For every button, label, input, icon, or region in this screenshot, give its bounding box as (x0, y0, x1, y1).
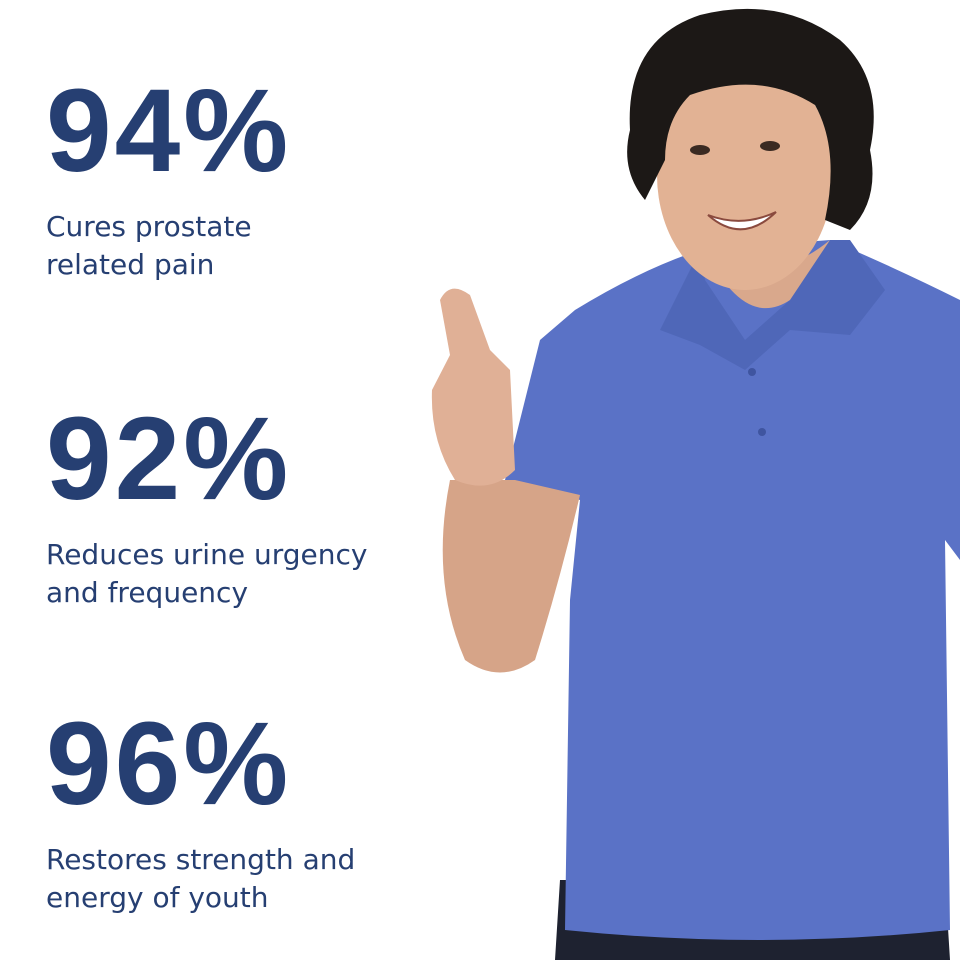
stat-block-96: 96% Restores strength and energy of yout… (46, 705, 355, 917)
shirt (505, 240, 960, 940)
stat-description: Restores strength and energy of youth (46, 841, 355, 917)
fist (431, 288, 515, 486)
stat-value: 92% (46, 393, 292, 525)
eye (690, 145, 710, 155)
arm (442, 480, 580, 673)
shirt-button (748, 368, 756, 376)
stat-description: Cures prostate related pain (46, 208, 291, 284)
hair (627, 8, 874, 230)
stat-description-line: Reduces urine urgency (46, 538, 368, 571)
man-thumbs-up-photo (431, 8, 960, 960)
stat-description-line: Restores strength and (46, 843, 356, 876)
stat-block-94: 94% Cures prostate related pain (46, 72, 291, 284)
stat-description-line: related pain (46, 248, 215, 281)
stat-description-line: Cures prostate (46, 210, 252, 243)
stat-description: Reduces urine urgency and frequency (46, 536, 367, 612)
face (657, 60, 833, 290)
stat-description-line: energy of youth (46, 881, 269, 914)
stat-description-line: and frequency (46, 576, 249, 609)
stat-block-92: 92% Reduces urine urgency and frequency (46, 400, 367, 612)
stat-value: 96% (46, 698, 292, 830)
shirt-collar (660, 240, 885, 370)
eye (760, 141, 780, 151)
stat-value: 94% (46, 65, 292, 197)
smile (707, 211, 777, 231)
shirt-button (758, 428, 766, 436)
